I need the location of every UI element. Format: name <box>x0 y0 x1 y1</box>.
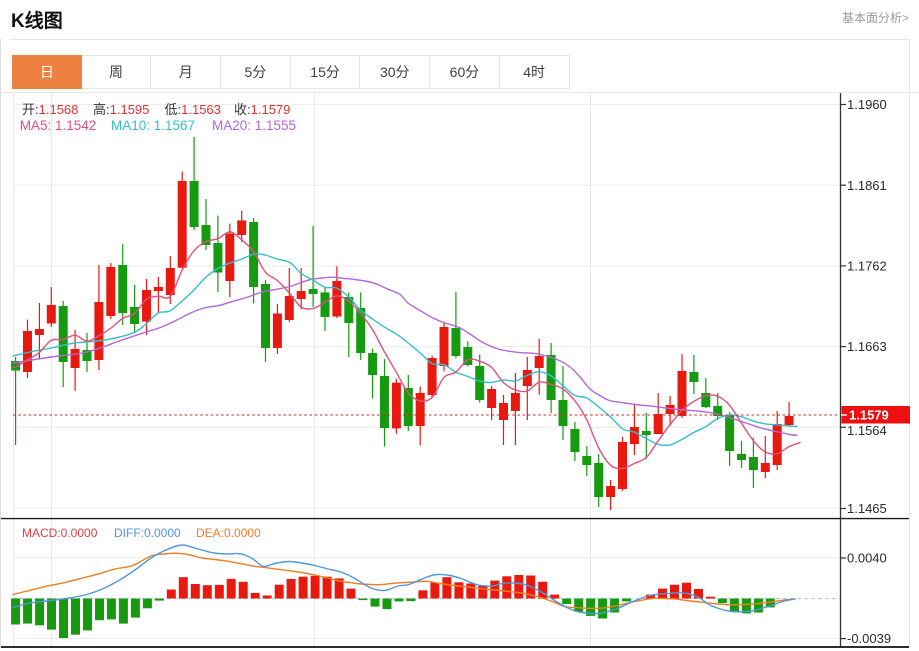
svg-text:1.1465: 1.1465 <box>847 501 887 516</box>
svg-text:-0.0039: -0.0039 <box>847 631 891 646</box>
svg-text:1.1579: 1.1579 <box>849 408 889 423</box>
svg-text:1.1762: 1.1762 <box>847 259 887 274</box>
svg-text:1.1564: 1.1564 <box>847 423 887 438</box>
svg-text:0.0040: 0.0040 <box>847 551 887 566</box>
svg-text:1.1663: 1.1663 <box>847 339 887 354</box>
svg-text:1.1861: 1.1861 <box>847 178 887 193</box>
svg-text:1.1960: 1.1960 <box>847 97 887 112</box>
